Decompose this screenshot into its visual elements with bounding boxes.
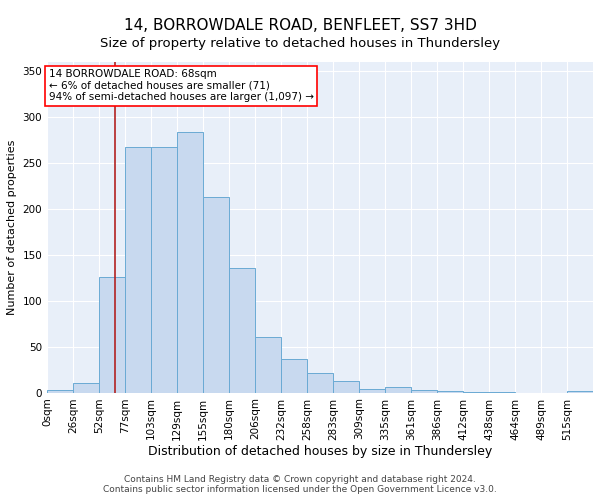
Bar (255, 336, 281, 392)
Bar (281, 358, 307, 392)
Text: Contains HM Land Registry data © Crown copyright and database right 2024.: Contains HM Land Registry data © Crown c… (124, 475, 476, 484)
Bar (47, 390, 73, 392)
Bar (99, 277, 125, 392)
Text: 14, BORROWDALE ROAD, BENFLEET, SS7 3HD: 14, BORROWDALE ROAD, BENFLEET, SS7 3HD (124, 18, 476, 32)
Bar (177, 132, 203, 392)
Text: Contains public sector information licensed under the Open Government Licence v3: Contains public sector information licen… (103, 485, 497, 494)
Bar (73, 384, 99, 392)
Y-axis label: Number of detached properties: Number of detached properties (7, 140, 17, 315)
Bar (333, 382, 359, 392)
Bar (567, 390, 593, 392)
Bar (151, 148, 177, 392)
Bar (359, 389, 385, 392)
X-axis label: Distribution of detached houses by size in Thundersley: Distribution of detached houses by size … (148, 445, 492, 458)
Bar (307, 373, 333, 392)
Text: 14 BORROWDALE ROAD: 68sqm
← 6% of detached houses are smaller (71)
94% of semi-d: 14 BORROWDALE ROAD: 68sqm ← 6% of detach… (49, 70, 314, 102)
Bar (203, 197, 229, 392)
Bar (437, 390, 463, 392)
Bar (229, 268, 255, 392)
Bar (411, 390, 437, 392)
Bar (125, 148, 151, 392)
Bar (385, 387, 411, 392)
Text: Size of property relative to detached houses in Thundersley: Size of property relative to detached ho… (100, 38, 500, 51)
